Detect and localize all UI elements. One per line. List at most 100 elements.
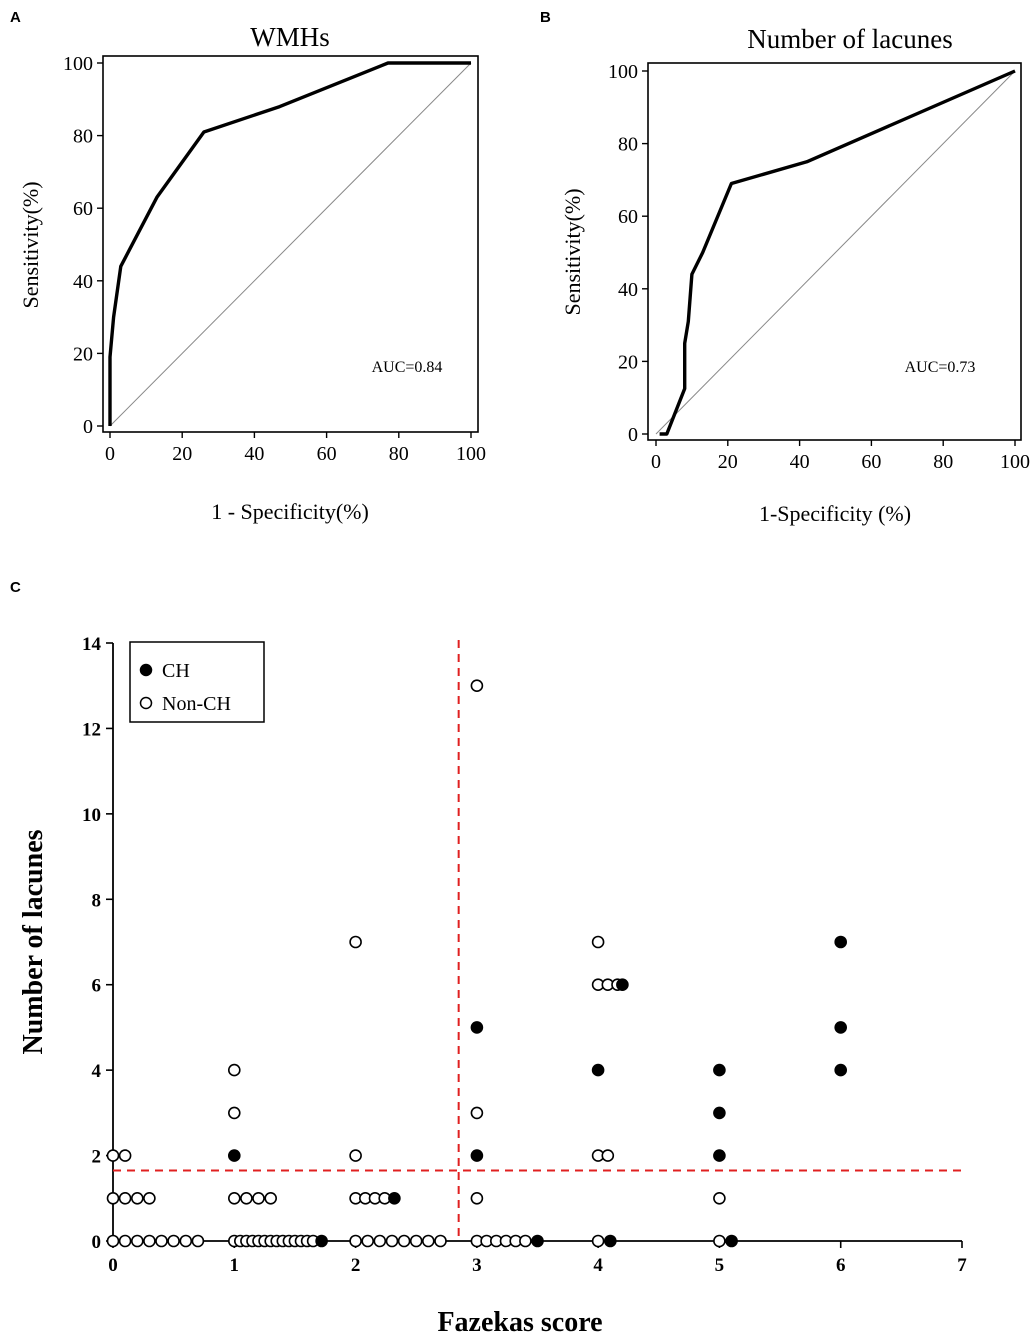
x-tick-label-c-6: 6 [836, 1255, 846, 1276]
x-tick-label-b-80: 80 [933, 451, 953, 473]
data-point-non-ch [713, 1192, 726, 1205]
data-point-non-ch [434, 1234, 447, 1248]
data-point-non-ch [373, 1234, 387, 1248]
data-point-ch [531, 1234, 544, 1248]
x-tick-label-c-4: 4 [593, 1255, 603, 1276]
data-point-non-ch [106, 1149, 120, 1162]
plot-area-a: 0 20 40 60 80 100 0 20 40 60 80 100 [63, 53, 486, 465]
data-point-non-ch [143, 1192, 156, 1205]
x-tick-label-a-40: 40 [244, 443, 264, 465]
y-tick-label-c-0: 0 [92, 1232, 102, 1253]
panel-letter-b: B [540, 9, 551, 26]
roc-curve-b [659, 69, 1016, 436]
x-tick-label-a-80: 80 [389, 443, 409, 465]
data-point-non-ch [155, 1234, 168, 1248]
x-tick-label-c-7: 7 [957, 1255, 967, 1276]
y-axis-label-c: Number of lacunes [18, 829, 49, 1054]
y-tick-label-c-2: 2 [92, 1147, 102, 1168]
y-tick-label-c-8: 8 [92, 890, 102, 911]
data-point-non-ch [470, 1106, 484, 1120]
x-axis-label-a: 1 - Specificity(%) [211, 499, 369, 524]
panel-a: A WMHs 1 - Specificity(%) Sensitivity(%)… [10, 9, 486, 524]
data-point-non-ch [397, 1234, 411, 1248]
y-tick-label-a-20: 20 [73, 343, 93, 365]
x-tick-label-c-2: 2 [351, 1255, 361, 1276]
y-axis-label-b: Sensitivity(%) [560, 188, 585, 315]
data-point-ch [834, 935, 848, 949]
x-tick-label-c-1: 1 [230, 1255, 240, 1276]
data-point-non-ch [252, 1192, 265, 1205]
data-point-ch [228, 1149, 241, 1162]
y-tick-label-c-12: 12 [82, 719, 101, 740]
x-tick-label-b-40: 40 [790, 451, 810, 473]
data-point-non-ch [131, 1192, 144, 1205]
x-tick-label-b-0: 0 [651, 451, 661, 473]
data-point-non-ch [191, 1234, 205, 1248]
chart-title-a: WMHs [250, 22, 330, 52]
data-point-ch [834, 1063, 848, 1077]
data-point-non-ch [361, 1234, 375, 1248]
data-point-non-ch [228, 1192, 241, 1205]
legend-marker-non-ch [139, 696, 153, 710]
data-point-ch [713, 1106, 726, 1120]
y-tick-label-c-14: 14 [82, 634, 102, 655]
y-tick-label-a-80: 80 [73, 126, 93, 148]
data-point-non-ch [349, 1234, 362, 1248]
data-point-ch [470, 1021, 484, 1034]
x-axis-label-b: 1-Specificity (%) [759, 501, 911, 526]
x-tick-label-c-5: 5 [715, 1255, 725, 1276]
auc-annotation-a: AUC=0.84 [372, 359, 443, 376]
reference-diagonal-b [655, 70, 1016, 435]
data-point-ch [591, 1063, 605, 1077]
y-tick-label-b-0: 0 [628, 424, 638, 446]
x-tick-label-b-100: 100 [1000, 451, 1030, 473]
x-tick-label-a-0: 0 [105, 443, 115, 465]
data-point-non-ch [385, 1234, 399, 1248]
x-tick-label-c-0: 0 [108, 1255, 118, 1276]
x-axis-label-c: Fazekas score [437, 1307, 602, 1338]
data-point-non-ch [106, 1234, 120, 1248]
data-point-non-ch [591, 1234, 605, 1248]
plot-frame-b [647, 62, 1022, 441]
data-point-non-ch [349, 935, 362, 949]
panel-letter-a: A [10, 9, 21, 26]
data-point-non-ch [713, 1234, 726, 1248]
legend-marker-ch [139, 663, 153, 677]
data-point-non-ch [409, 1234, 423, 1248]
data-point-non-ch [106, 1192, 120, 1205]
y-tick-label-b-100: 100 [608, 61, 638, 83]
x-tick-label-a-20: 20 [172, 443, 192, 465]
data-point-ch [834, 1021, 848, 1034]
data-point-non-ch [264, 1192, 278, 1205]
y-tick-label-c-4: 4 [92, 1061, 102, 1082]
plot-frame-a [102, 55, 479, 433]
data-point-non-ch [470, 1192, 484, 1205]
data-point-non-ch [228, 1106, 241, 1120]
panel-b: B Number of lacunes 1-Specificity (%) Se… [540, 9, 1030, 526]
y-tick-label-a-100: 100 [63, 53, 93, 75]
data-point-ch [713, 1063, 726, 1077]
x-tick-label-a-60: 60 [317, 443, 337, 465]
data-point-non-ch [118, 1234, 132, 1248]
legend-c: CH Non-CH [129, 641, 265, 723]
data-point-non-ch [179, 1234, 193, 1248]
data-point-non-ch [240, 1192, 253, 1205]
y-tick-label-c-6: 6 [92, 976, 102, 997]
legend-label-non-ch: Non-CH [162, 693, 231, 715]
data-point-non-ch [591, 935, 605, 949]
data-point-ch [470, 1149, 484, 1162]
data-point-non-ch [349, 1149, 362, 1162]
data-point-non-ch [167, 1234, 180, 1248]
data-point-non-ch [519, 1234, 532, 1248]
data-point-non-ch [118, 1192, 132, 1205]
x-tick-label-c-3: 3 [472, 1255, 482, 1276]
data-point-non-ch [421, 1234, 435, 1248]
data-point-ch [388, 1192, 401, 1205]
data-point-non-ch [228, 1063, 241, 1077]
data-point-non-ch [601, 1149, 615, 1162]
data-point-ch [616, 978, 629, 992]
panel-letter-c: C [10, 579, 21, 596]
